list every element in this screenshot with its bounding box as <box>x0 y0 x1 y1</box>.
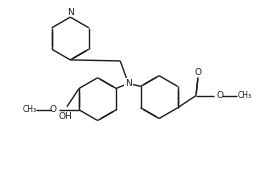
Text: N: N <box>125 79 132 88</box>
Text: CH₃: CH₃ <box>22 105 36 114</box>
Text: OH: OH <box>59 112 73 121</box>
Text: O: O <box>195 68 202 77</box>
Text: O: O <box>50 105 57 114</box>
Text: N: N <box>67 8 74 17</box>
Text: CH₃: CH₃ <box>238 91 252 100</box>
Text: O: O <box>216 91 223 100</box>
